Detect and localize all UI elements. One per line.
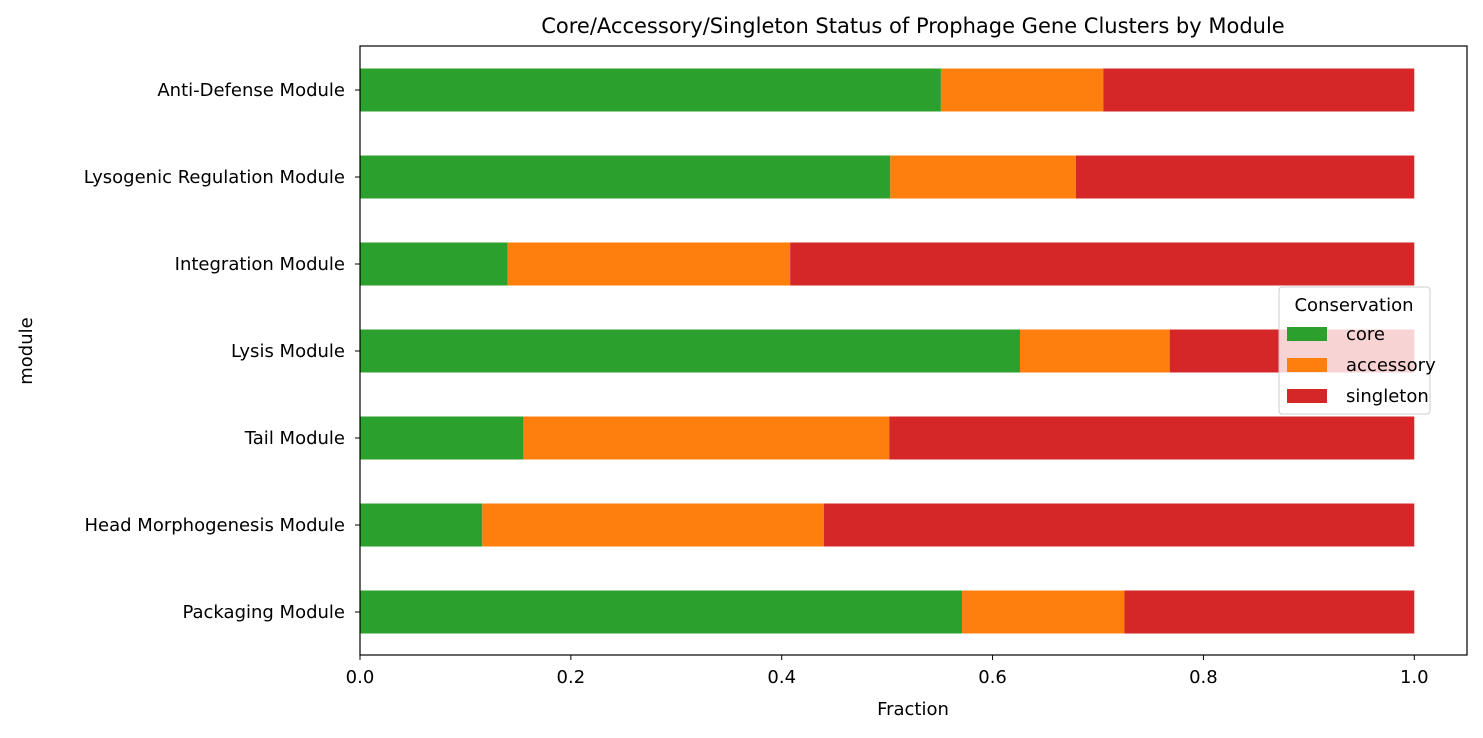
x-tick-label: 0.6 bbox=[978, 667, 1007, 688]
legend-label-singleton: singleton bbox=[1346, 386, 1429, 407]
y-tick-label: Head Morphogenesis Module bbox=[85, 515, 346, 536]
x-axis-label: Fraction bbox=[877, 699, 949, 720]
bar-accessory bbox=[890, 155, 1076, 199]
y-tick-label: Lysogenic Regulation Module bbox=[84, 167, 345, 188]
bar-accessory bbox=[1019, 329, 1170, 373]
x-tick-label: 0.8 bbox=[1189, 667, 1218, 688]
x-tick-label: 0.2 bbox=[557, 667, 586, 688]
y-tick-label: Tail Module bbox=[244, 428, 345, 449]
bar-singleton bbox=[1124, 590, 1415, 634]
bar-accessory bbox=[507, 242, 791, 286]
bar-singleton bbox=[889, 416, 1415, 460]
bar-core bbox=[360, 242, 508, 286]
legend-title: Conservation bbox=[1294, 295, 1413, 316]
x-tick-label: 1.0 bbox=[1400, 667, 1429, 688]
legend-swatch-core bbox=[1287, 327, 1327, 341]
bar-core bbox=[360, 155, 891, 199]
bar-core bbox=[360, 503, 483, 547]
bar-singleton bbox=[1103, 68, 1415, 112]
bar-singleton bbox=[1075, 155, 1415, 199]
bar-singleton bbox=[823, 503, 1415, 547]
bar-singleton bbox=[790, 242, 1415, 286]
legend-swatch-accessory bbox=[1287, 358, 1327, 372]
legend-frame bbox=[1278, 286, 1431, 415]
y-tick-label: Integration Module bbox=[175, 254, 345, 275]
bar-accessory bbox=[961, 590, 1125, 634]
y-axis-label: module bbox=[16, 317, 37, 384]
y-tick-label: Packaging Module bbox=[182, 602, 345, 623]
bar-core bbox=[360, 590, 962, 634]
y-tick-label: Lysis Module bbox=[231, 341, 345, 362]
chart-title: Core/Accessory/Singleton Status of Proph… bbox=[541, 14, 1284, 38]
bar-accessory bbox=[523, 416, 890, 460]
legend-label-accessory: accessory bbox=[1346, 355, 1436, 376]
legend-label-core: core bbox=[1346, 324, 1385, 345]
bar-accessory bbox=[482, 503, 824, 547]
bar-core bbox=[360, 416, 524, 460]
x-tick-label: 0.0 bbox=[346, 667, 375, 688]
y-tick-label: Anti-Defense Module bbox=[157, 80, 345, 101]
legend-swatch-singleton bbox=[1287, 389, 1327, 403]
bar-core bbox=[360, 68, 941, 112]
bar-accessory bbox=[940, 68, 1104, 112]
x-tick-label: 0.4 bbox=[767, 667, 796, 688]
bar-core bbox=[360, 329, 1020, 373]
legend: Conservation core accessory singleton bbox=[1278, 286, 1436, 415]
